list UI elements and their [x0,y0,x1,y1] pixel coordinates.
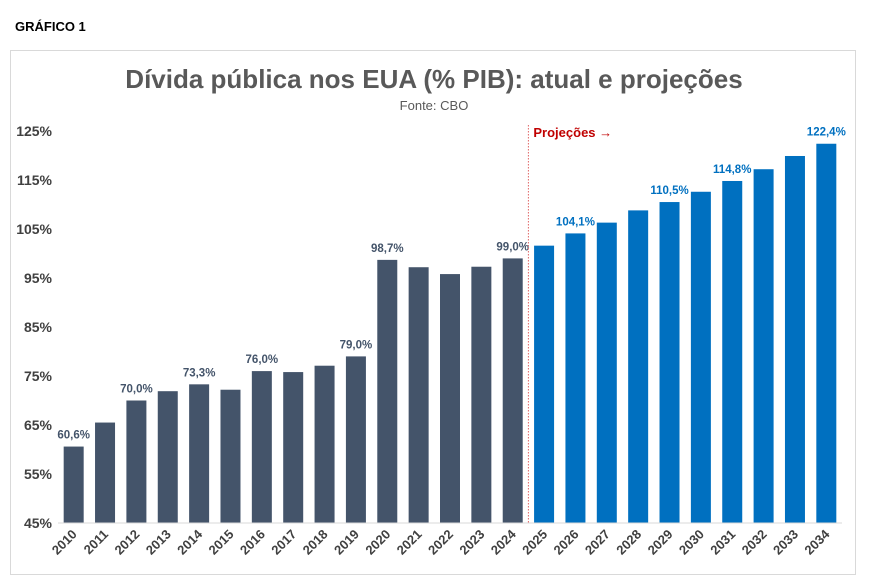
figure-label: GRÁFICO 1 [15,19,86,34]
x-tick-2016: 2016 [237,527,268,558]
data-label-2012: 70,0% [120,384,153,396]
bars [63,143,837,524]
x-axis: 2010 2011 2012 2013 2014 2015 2016 2017 2018 2019… [49,522,842,558]
bar-2022 [440,274,460,523]
x-tick-2019: 2019 [331,527,362,558]
bar-2032 [753,169,774,523]
bar-2021 [408,267,429,523]
data-labels: 60,6% 70,0% 73,3% 76,0% 79,0% 98,7% 99,0% 104,1… [57,127,845,442]
data-label-2010: 60,6% [57,430,90,442]
x-tick-2027: 2027 [582,527,613,558]
x-tick-2024: 2024 [488,526,520,558]
chart-subtitle: Fonte: CBO [400,98,469,113]
data-label-2014: 73,3% [183,367,216,379]
x-tick-2029: 2029 [645,527,676,558]
bar-2028 [628,210,649,523]
bar-2015 [220,389,241,523]
x-tick-2011: 2011 [81,527,112,558]
y-tick-label: 95% [24,270,53,286]
data-label-2019: 79,0% [340,339,373,351]
y-tick-label: 115% [17,172,53,188]
bar-2013 [157,391,178,523]
bar-2024 [502,258,523,523]
x-tick-2033: 2033 [770,527,801,558]
y-tick-label: 125% [16,123,52,139]
data-label-2031: 114,8% [713,164,751,176]
x-tick-2021: 2021 [394,527,425,558]
bar-2016 [251,371,272,523]
x-tick-2018: 2018 [300,527,331,558]
data-label-2026: 104,1% [556,216,595,228]
x-tick-2014: 2014 [174,526,206,558]
bar-2026 [565,233,586,523]
bar-2020 [377,259,398,523]
bar-2029 [659,202,680,524]
x-tick-2020: 2020 [362,527,393,558]
chart-title: Dívida pública nos EUA (% PIB): atual e … [125,64,742,94]
x-tick-2013: 2013 [143,527,174,558]
y-tick-label: 85% [24,319,53,335]
y-tick-label: 55% [24,466,53,482]
data-label-2034: 122,4% [807,127,846,139]
y-tick-label: 105% [16,221,52,237]
y-tick-label: 65% [24,417,53,433]
bar-2033 [784,155,805,524]
x-tick-2030: 2030 [676,527,707,558]
bar-2010 [63,446,84,523]
bar-2031 [722,180,743,524]
bar-2030 [690,191,711,523]
x-tick-2012: 2012 [111,527,142,558]
x-tick-2028: 2028 [613,527,644,558]
projection-marker: Projeções → [527,125,612,523]
bar-2025 [534,245,555,523]
x-tick-2022: 2022 [425,527,456,558]
y-axis: 45% 55% 65% 75% 85% 95% 105% 115% 125% [16,123,52,531]
y-tick-label: 45% [24,515,53,531]
x-tick-2032: 2032 [739,527,770,558]
y-tick-label: 75% [24,368,53,384]
x-tick-2015: 2015 [206,527,237,558]
data-label-2024: 99,0% [496,241,529,253]
x-tick-2025: 2025 [519,527,550,558]
bar-2012 [126,400,147,523]
data-label-2029: 110,5% [650,185,688,197]
bar-2023 [471,266,492,523]
projection-label: Projeções → [533,125,612,140]
bar-2019 [345,356,366,523]
bar-2034 [816,143,837,524]
chart-frame [10,50,856,575]
data-label-2016: 76,0% [246,354,279,366]
x-tick-2031: 2031 [707,527,738,558]
x-tick-2023: 2023 [456,527,487,558]
x-tick-2017: 2017 [268,527,299,558]
bar-2017 [283,372,304,523]
bar-2011 [95,422,116,523]
bar-2014 [189,384,210,523]
x-tick-2034: 2034 [801,526,833,558]
data-label-2020: 98,7% [371,243,404,255]
bar-2027 [596,222,617,523]
bar-2018 [314,365,335,523]
x-tick-2026: 2026 [551,527,582,558]
x-tick-2010: 2010 [49,527,80,558]
